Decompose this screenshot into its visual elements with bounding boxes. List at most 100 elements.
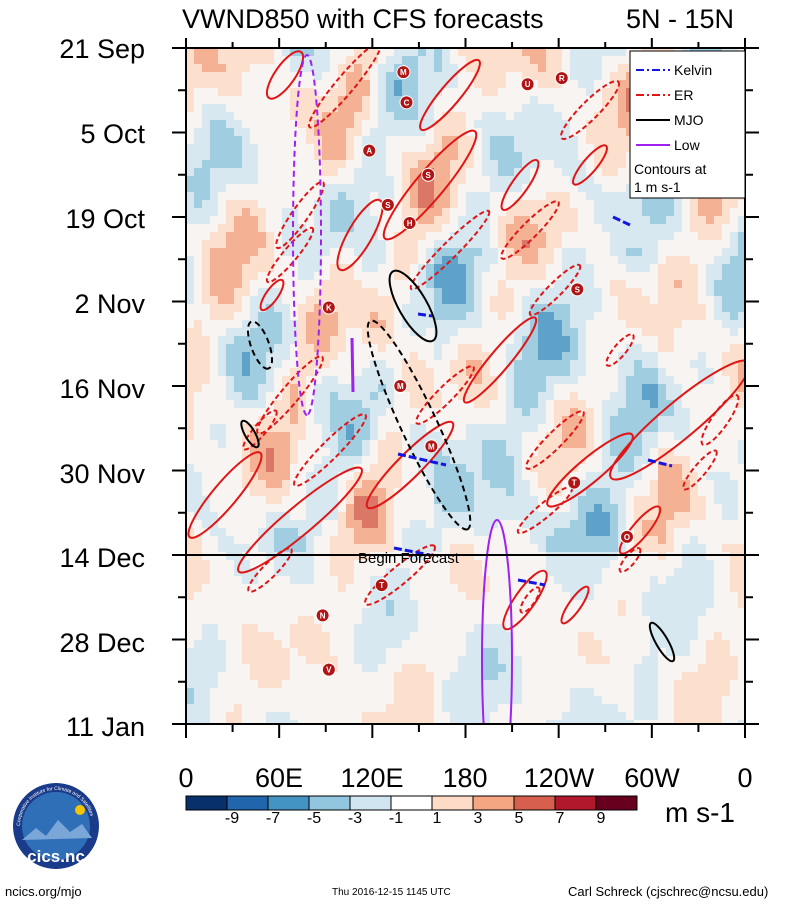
heat-cell bbox=[586, 496, 594, 504]
heat-cell bbox=[210, 304, 218, 312]
heat-cell bbox=[450, 256, 458, 264]
heat-cell bbox=[458, 320, 466, 328]
heat-cell bbox=[314, 320, 322, 328]
heat-cell bbox=[714, 664, 722, 672]
heat-cell bbox=[474, 464, 482, 472]
heat-cell bbox=[410, 400, 418, 408]
heat-cell bbox=[586, 64, 594, 72]
heat-cell bbox=[466, 232, 474, 240]
heat-cell bbox=[642, 608, 650, 616]
heat-cell bbox=[618, 248, 626, 256]
heat-cell bbox=[378, 408, 386, 416]
heat-cell bbox=[386, 104, 394, 112]
heat-cell bbox=[490, 248, 498, 256]
heat-cell bbox=[706, 704, 714, 712]
heat-cell bbox=[394, 680, 402, 688]
heat-cell bbox=[186, 176, 194, 184]
heat-cell bbox=[346, 216, 354, 224]
heat-cell bbox=[498, 128, 506, 136]
heat-cell bbox=[570, 304, 578, 312]
heat-cell bbox=[266, 512, 274, 520]
heat-cell bbox=[290, 104, 298, 112]
heat-cell bbox=[498, 72, 506, 80]
heat-cell bbox=[586, 480, 594, 488]
heat-cell bbox=[202, 720, 210, 724]
storm-marker-icon bbox=[399, 95, 414, 110]
heat-cell bbox=[322, 296, 330, 304]
heat-cell bbox=[258, 264, 266, 272]
heat-cell bbox=[210, 56, 218, 64]
heat-cell bbox=[386, 480, 394, 488]
heat-cell bbox=[706, 224, 714, 232]
heat-cell bbox=[450, 128, 458, 136]
heat-cell bbox=[666, 304, 674, 312]
heat-cell bbox=[234, 136, 242, 144]
heat-cell bbox=[578, 576, 586, 584]
heat-cell bbox=[250, 176, 258, 184]
heat-cell bbox=[330, 376, 338, 384]
heat-cell bbox=[346, 320, 354, 328]
heat-cell bbox=[514, 664, 522, 672]
storm-marker-icon bbox=[570, 282, 585, 297]
heat-cell bbox=[394, 80, 402, 88]
heat-cell bbox=[698, 304, 706, 312]
heat-cell bbox=[338, 320, 346, 328]
heat-cell bbox=[586, 48, 594, 56]
heat-cell bbox=[618, 48, 626, 56]
heat-cell bbox=[498, 472, 506, 480]
heat-cell bbox=[506, 304, 514, 312]
heat-cell bbox=[530, 48, 538, 56]
heat-cell bbox=[570, 584, 578, 592]
heat-cell bbox=[282, 480, 290, 488]
heat-cell bbox=[450, 504, 458, 512]
heat-cell bbox=[706, 712, 714, 720]
er-contour bbox=[560, 80, 620, 140]
heat-cell bbox=[330, 232, 338, 240]
heat-cell bbox=[594, 656, 602, 664]
heat-cell bbox=[546, 56, 554, 64]
heat-cell bbox=[362, 520, 370, 528]
heat-cell bbox=[482, 240, 490, 248]
heat-cell bbox=[242, 232, 250, 240]
heat-cell bbox=[482, 224, 490, 232]
heat-cell bbox=[298, 224, 306, 232]
heat-cell bbox=[602, 224, 610, 232]
heat-cell bbox=[202, 192, 210, 200]
legend-mjo-label: MJO bbox=[674, 112, 704, 128]
heat-cell bbox=[714, 656, 722, 664]
heat-cell bbox=[234, 336, 242, 344]
heat-cell bbox=[578, 432, 586, 440]
heat-cell bbox=[274, 424, 282, 432]
heat-cell bbox=[506, 688, 514, 696]
heat-cell bbox=[426, 272, 434, 280]
heat-cell bbox=[626, 392, 634, 400]
heat-cell bbox=[474, 208, 482, 216]
heat-cell bbox=[210, 240, 218, 248]
heat-cell bbox=[650, 384, 658, 392]
heat-cell bbox=[570, 400, 578, 408]
heat-cell bbox=[682, 632, 690, 640]
footer-url[interactable]: ncics.org/mjo bbox=[5, 884, 82, 899]
heat-cell bbox=[658, 488, 666, 496]
heat-cell bbox=[378, 88, 386, 96]
storm-marker-label: A bbox=[366, 147, 372, 156]
heat-cell bbox=[258, 632, 266, 640]
heat-cell bbox=[618, 64, 626, 72]
heat-cell bbox=[258, 224, 266, 232]
heat-cell bbox=[690, 560, 698, 568]
heat-cell bbox=[450, 144, 458, 152]
heat-cell bbox=[690, 360, 698, 368]
heat-cell bbox=[514, 256, 522, 264]
heat-cell bbox=[346, 200, 354, 208]
heat-cell bbox=[442, 256, 450, 264]
heat-cell bbox=[626, 352, 634, 360]
heat-cell bbox=[618, 464, 626, 472]
heat-cell bbox=[610, 192, 618, 200]
heat-cell bbox=[378, 376, 386, 384]
heat-cell bbox=[666, 616, 674, 624]
heat-cell bbox=[362, 288, 370, 296]
heat-cell bbox=[354, 512, 362, 520]
heat-cell bbox=[402, 168, 410, 176]
heat-cell bbox=[378, 296, 386, 304]
heat-cell bbox=[602, 432, 610, 440]
